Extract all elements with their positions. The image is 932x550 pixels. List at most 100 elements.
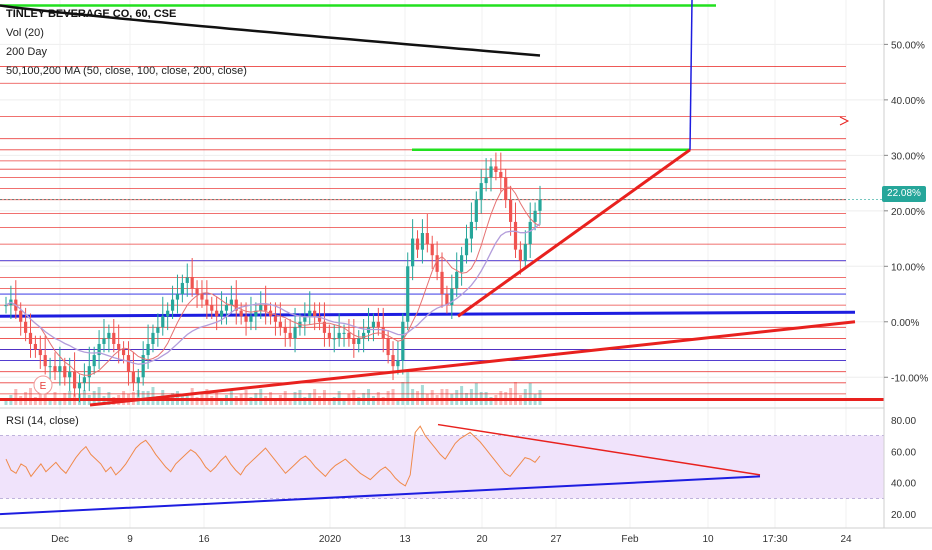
candle-body [381, 327, 385, 339]
x-tick-label: 13 [399, 534, 411, 545]
y-tick-label: 0.00% [891, 318, 919, 329]
x-tick-label: 10 [702, 534, 714, 545]
x-tick-label: 20 [476, 534, 488, 545]
symbol-title[interactable]: TINLEY BEVERAGE CO, 60, CSE [6, 8, 177, 20]
candle-body [180, 282, 184, 295]
candle-body [523, 244, 527, 261]
candle-body [445, 294, 449, 306]
volume-bar [401, 382, 405, 405]
candle-body [224, 305, 229, 311]
rsi-tick-label: 80.00 [891, 416, 916, 427]
volume-bar [420, 385, 424, 405]
candle-body [185, 277, 189, 283]
candle-body [332, 338, 336, 340]
volume-bar [205, 389, 209, 405]
candle-body [175, 294, 180, 300]
volume-bar [440, 389, 444, 405]
x-tick-label: 2020 [319, 534, 342, 545]
volume-bar [406, 372, 410, 405]
volume-bar [455, 390, 459, 405]
candle-body [342, 332, 346, 334]
candle-body [229, 299, 233, 306]
candle-body [327, 332, 331, 339]
trend-lines: E [33, 0, 856, 407]
ma-100-line [5, 222, 541, 365]
candle-body [396, 360, 400, 367]
candle-body [117, 343, 121, 350]
candle-body [283, 327, 287, 333]
candle-body [19, 310, 23, 322]
y-tick-label: -10.00% [891, 373, 928, 384]
candle-body [161, 316, 165, 328]
candle-body [156, 327, 160, 333]
candle-body [53, 366, 57, 372]
volume-bar [396, 398, 400, 405]
indicator-ma[interactable]: 50,100,200 MA (50, close, 100, close, 20… [6, 65, 247, 77]
y-tick-label: 20.00% [891, 207, 925, 218]
moving-averages [0, 4, 541, 376]
candle-body [121, 349, 126, 356]
candle-body [219, 310, 224, 317]
volume-bar [136, 390, 140, 405]
candle-body [518, 249, 523, 261]
candle-body [499, 171, 503, 178]
earnings-marker-icon [33, 375, 53, 395]
candle-body [479, 183, 483, 200]
candle-body [43, 355, 47, 367]
candle-body [337, 332, 341, 339]
candle-body [126, 355, 131, 372]
candle-body [239, 310, 243, 317]
candle-body [509, 199, 513, 222]
candle-body [195, 288, 199, 295]
rsi-tick-label: 60.00 [891, 447, 916, 458]
candle-body [440, 271, 444, 295]
volume-bar [303, 397, 307, 405]
arrow-marker-icon [839, 116, 850, 126]
x-tick-label: Feb [621, 534, 639, 545]
candle-body [357, 338, 361, 344]
x-tick-label: 24 [840, 534, 852, 545]
volume-bar [4, 401, 8, 405]
candle-body [146, 343, 150, 356]
rsi-blue-trendline [0, 475, 761, 516]
vertical-blue-line [689, 0, 693, 150]
candle-body [259, 305, 263, 311]
indicator-vol[interactable]: Vol (20) [6, 27, 44, 39]
volume-bar [509, 388, 513, 405]
candle-body [136, 377, 140, 383]
candle-body [63, 366, 67, 378]
candle-body [425, 233, 429, 245]
candle-body [411, 238, 415, 267]
volume-bar [313, 389, 317, 405]
rsi-label[interactable]: RSI (14, close) [6, 415, 79, 427]
rsi-pane [0, 423, 884, 516]
volume-bar [445, 389, 449, 405]
volume-bar [48, 398, 52, 405]
candle-body [376, 321, 380, 328]
volume-bar [460, 386, 464, 405]
candle-body [406, 266, 410, 322]
x-tick-label: 9 [127, 534, 133, 545]
indicator-200-day[interactable]: 200 Day [6, 46, 47, 58]
volume-bar [166, 399, 170, 405]
volume-bar [514, 382, 518, 405]
candle-body [112, 332, 116, 344]
candle-body [92, 355, 96, 367]
volume-bar [33, 397, 37, 405]
candle-body [352, 338, 356, 344]
volume-bar [352, 390, 356, 405]
candle-body [317, 316, 322, 322]
candle-body [97, 343, 101, 356]
volume-bar [151, 387, 155, 405]
candle-body [33, 343, 37, 350]
candle-body [234, 299, 238, 311]
candlestick-series [4, 152, 542, 403]
volume-bar [14, 389, 18, 405]
breakout-red-trendline [457, 148, 691, 318]
candle-body [102, 338, 106, 344]
volume-bar [327, 399, 331, 405]
candle-body [190, 277, 194, 289]
volume-bar [58, 399, 62, 405]
volume-bar [391, 389, 395, 405]
